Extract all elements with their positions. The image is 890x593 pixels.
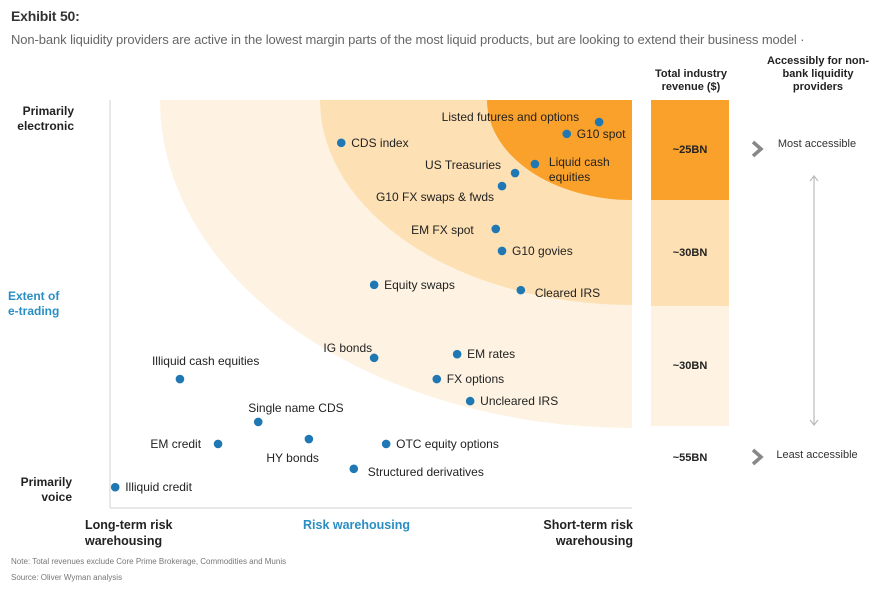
x-axis-left-label: Long-term risk warehousing (85, 517, 205, 549)
revenue-tier-1: ~25BN (651, 100, 729, 200)
revenue-tier-2: ~30BN (651, 200, 729, 306)
revenue-column-header: Total industry revenue ($) (655, 68, 727, 93)
data-point-label: HY bonds (266, 451, 318, 465)
data-point-label: IG bonds (323, 341, 372, 355)
zone-inner (487, 100, 632, 200)
data-point-label: Equity swaps (384, 278, 455, 292)
chart-subtitle: Non-bank liquidity providers are active … (11, 32, 805, 47)
y-axis-top-label: Primarily electronic (17, 104, 74, 133)
data-point (562, 129, 572, 139)
data-point (175, 374, 185, 384)
revenue-tier-3: ~30BN (651, 306, 729, 426)
data-point-label: Illiquid cash equities (152, 354, 259, 368)
data-point-label: OTC equity options (396, 437, 499, 451)
data-point-label: EM FX spot (411, 223, 474, 237)
data-point (516, 285, 526, 295)
data-point (497, 246, 507, 256)
data-point (369, 353, 379, 363)
data-point-label: CDS index (351, 136, 408, 150)
exhibit-number: Exhibit 50: (11, 8, 80, 24)
data-point-label: G10 FX swaps & fwds (376, 190, 494, 204)
data-point (530, 159, 540, 169)
data-point (336, 138, 346, 148)
data-point-label: Single name CDS (248, 401, 343, 415)
x-axis-left-text: Long-term risk warehousing (85, 518, 173, 548)
data-point (510, 168, 520, 178)
data-point (213, 439, 223, 449)
y-axis-bottom-label: Primarily voice (20, 475, 72, 504)
footer-note: Note: Total revenues exclude Core Prime … (11, 557, 287, 566)
data-point-label: Illiquid credit (125, 480, 192, 494)
data-point (491, 224, 501, 234)
accessibility-range-arrow (809, 175, 819, 426)
data-point (381, 439, 391, 449)
data-point-label: Uncleared IRS (480, 394, 558, 408)
data-point (110, 482, 120, 492)
data-point-label: US Treasuries (425, 158, 501, 172)
data-point-label: Structured derivatives (368, 465, 484, 479)
data-point (594, 117, 604, 127)
points-layer: Listed futures and options G10 spot CDS in… (110, 110, 626, 494)
least-accessible-label: Least accessible (776, 449, 858, 461)
data-point (349, 464, 359, 474)
y-axis-title: Extent of e-trading (8, 289, 60, 318)
most-accessible-label: Most accessible (777, 138, 857, 150)
data-point (304, 434, 314, 444)
chevron-right-icon (751, 448, 764, 466)
data-point-label: G10 govies (512, 244, 573, 258)
data-point (465, 396, 475, 406)
data-point-label: FX options (447, 372, 504, 386)
zones-layer (160, 100, 632, 428)
footer-source: Source: Oliver Wyman analysis (11, 573, 123, 582)
revenue-tier-4: ~55BN (651, 436, 729, 480)
data-point-label: Liquid cash equities (549, 155, 610, 184)
accessibility-column-header: Accessibly for non-bank liquidity provid… (766, 55, 870, 93)
data-point (497, 181, 507, 191)
x-axis-right-label: Short-term risk warehousing (543, 518, 633, 548)
data-point (253, 417, 263, 427)
data-point (452, 349, 462, 359)
data-point-label: Cleared IRS (535, 286, 600, 300)
x-axis-title: Risk warehousing (303, 518, 410, 532)
data-point-label: EM rates (467, 347, 515, 361)
data-point-label: G10 spot (577, 127, 626, 141)
data-point-label: Listed futures and options (442, 110, 579, 124)
chevron-right-icon (751, 140, 764, 158)
data-point (432, 374, 442, 384)
data-point (369, 280, 379, 290)
data-point-label: EM credit (150, 437, 201, 451)
